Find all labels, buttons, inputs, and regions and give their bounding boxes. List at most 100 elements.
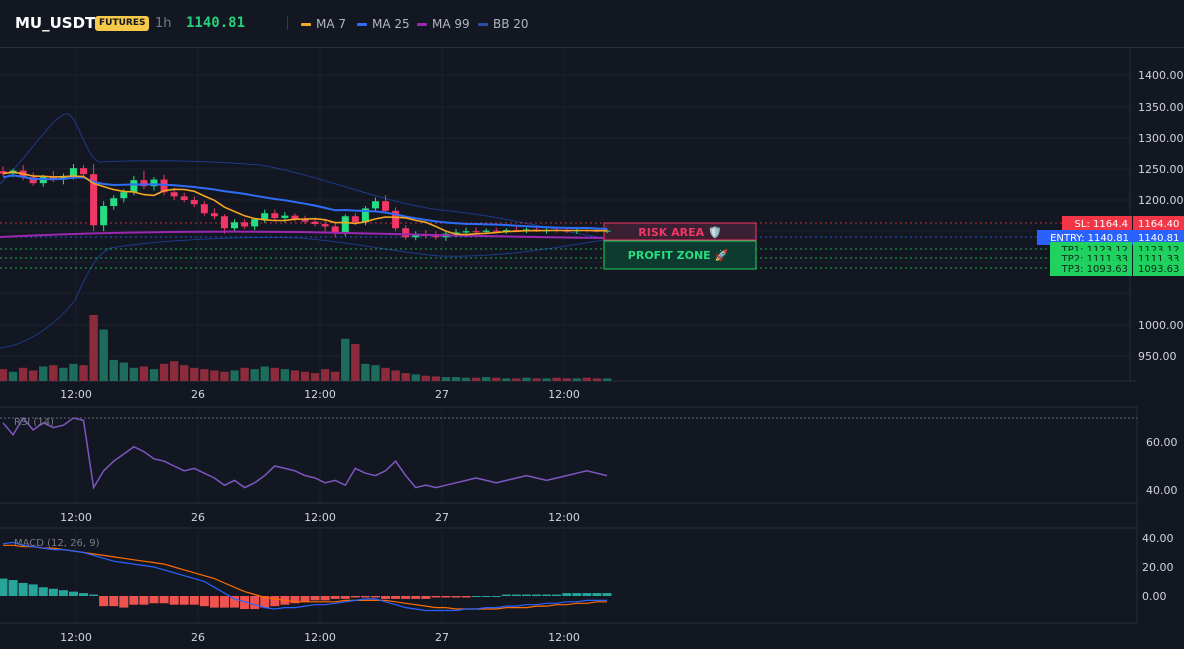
candle-body[interactable] xyxy=(130,180,138,193)
rsi-tick-label: 40.00 xyxy=(1146,484,1178,497)
macd-line xyxy=(2,541,607,612)
candle-body[interactable] xyxy=(140,180,148,187)
candle-body[interactable] xyxy=(110,198,118,207)
candle-body[interactable] xyxy=(472,231,480,233)
volume-bar xyxy=(29,370,38,381)
chart-header: MU_USDT FUTURES 1h 1140.81 MA 7 MA 25 MA… xyxy=(0,0,1184,48)
volume-bar xyxy=(572,378,581,381)
candle-body[interactable] xyxy=(502,230,510,232)
candle-body[interactable] xyxy=(0,171,7,174)
volume-bar xyxy=(411,374,420,381)
volume-bar xyxy=(220,371,229,381)
timeframe-selector[interactable]: 1h xyxy=(155,16,172,31)
volume-bar xyxy=(0,369,8,381)
legend-ma25[interactable]: MA 25 xyxy=(357,15,410,33)
volume-bar xyxy=(79,365,88,381)
level-price-tag-1 xyxy=(1133,230,1184,245)
volume-bar xyxy=(290,370,300,381)
candle-body[interactable] xyxy=(210,213,218,217)
candle-body[interactable] xyxy=(392,210,400,229)
volume-bar xyxy=(300,371,310,381)
volume-bar xyxy=(391,370,400,381)
candle-body[interactable] xyxy=(100,206,108,226)
candle-body[interactable] xyxy=(371,201,379,209)
candle-body[interactable] xyxy=(311,221,319,225)
futures-badge: FUTURES xyxy=(95,16,150,31)
candle-body[interactable] xyxy=(341,216,349,234)
candle-body[interactable] xyxy=(231,222,239,229)
symbol-title[interactable]: MU_USDT xyxy=(15,14,96,32)
candle-body[interactable] xyxy=(291,215,299,220)
candle-body[interactable] xyxy=(120,192,128,199)
candle-body[interactable] xyxy=(281,215,289,219)
candle-body[interactable] xyxy=(220,216,228,229)
candle-body[interactable] xyxy=(200,204,208,214)
legend-ma99[interactable]: MA 99 xyxy=(417,15,470,33)
rsi-pane: RSI (14) xyxy=(0,416,1137,490)
level-price-value-4: 1093.63 xyxy=(1138,264,1179,275)
legend-ma99-label: MA 99 xyxy=(432,17,470,31)
volume-bar xyxy=(169,361,179,381)
legend-bb20-label: BB 20 xyxy=(493,17,529,31)
volume-bar xyxy=(441,377,451,381)
candle-body[interactable] xyxy=(251,219,259,227)
macd-histogram-bar xyxy=(391,596,401,599)
candle-body[interactable] xyxy=(432,236,440,238)
candle-body[interactable] xyxy=(271,213,279,219)
price-tick-label: 1000.00 xyxy=(1138,319,1184,332)
candle-body[interactable] xyxy=(331,226,339,234)
macd-histogram-bar xyxy=(552,594,562,596)
time-tick-label: 26 xyxy=(191,511,205,524)
volume-bar xyxy=(341,338,350,381)
profit-zone-box[interactable] xyxy=(603,240,757,270)
bb20-swatch-icon xyxy=(478,22,488,26)
price-tick-label: 1350.00 xyxy=(1138,101,1184,114)
volume-bar xyxy=(18,367,28,381)
candle-body[interactable] xyxy=(241,222,249,227)
candle-body[interactable] xyxy=(402,228,410,238)
volume-bar xyxy=(602,378,612,381)
candle-body[interactable] xyxy=(39,177,47,184)
candle-body[interactable] xyxy=(412,234,420,238)
level-tag-1[interactable] xyxy=(1037,230,1133,245)
level-tag-0[interactable] xyxy=(1062,216,1132,231)
candle-body[interactable] xyxy=(301,219,309,222)
legend-ma7[interactable]: MA 7 xyxy=(301,15,346,33)
level-tag-label-2: TP1: 1123.12 xyxy=(1061,245,1128,256)
chart-canvas[interactable]: RISK AREA 🛡️ PROFIT ZONE 🚀 RSI (14) MACD… xyxy=(0,48,1184,649)
volume-bar xyxy=(552,377,561,381)
volume-bar xyxy=(461,377,471,381)
candle-body[interactable] xyxy=(351,216,359,223)
level-tag-4[interactable] xyxy=(1050,261,1132,276)
volume-bar xyxy=(119,362,128,381)
candle-body[interactable] xyxy=(180,196,188,201)
macd-histogram-bar xyxy=(511,594,521,596)
candle-body[interactable] xyxy=(462,231,470,233)
candle-body[interactable] xyxy=(321,224,329,227)
macd-histogram-bar xyxy=(260,596,270,608)
candle-body[interactable] xyxy=(69,168,77,176)
candle-body[interactable] xyxy=(361,208,369,223)
candle-body[interactable] xyxy=(160,179,168,193)
legend-bb20[interactable]: BB 20 xyxy=(478,15,529,33)
macd-histogram-bar xyxy=(602,593,612,596)
candle-body[interactable] xyxy=(80,168,88,175)
macd-histogram-bar xyxy=(169,596,179,605)
candle-body[interactable] xyxy=(170,192,178,197)
volume-bar xyxy=(482,377,491,381)
candle-body[interactable] xyxy=(382,201,390,211)
macd-histogram-bar xyxy=(592,593,602,596)
volume-bar xyxy=(451,377,461,381)
candle-body[interactable] xyxy=(150,179,158,187)
candle-body[interactable] xyxy=(452,232,460,234)
candle-body[interactable] xyxy=(492,230,500,232)
candle-body[interactable] xyxy=(261,213,269,220)
candle-body[interactable] xyxy=(190,200,198,205)
volume-bar xyxy=(180,365,189,381)
candle-body[interactable] xyxy=(59,175,67,180)
candle-body[interactable] xyxy=(90,174,98,226)
macd-histogram-bar xyxy=(370,596,380,598)
candle-body[interactable] xyxy=(482,230,490,232)
candle-body[interactable] xyxy=(29,177,37,184)
volume-bar xyxy=(381,367,390,381)
